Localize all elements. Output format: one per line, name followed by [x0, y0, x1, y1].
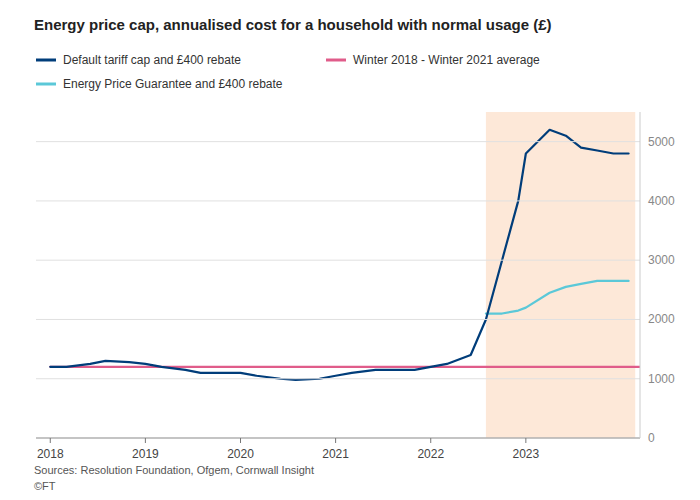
series-line — [486, 281, 629, 314]
legend: Default tariff cap and £400 rebate Winter… — [36, 53, 540, 91]
x-tick — [335, 438, 336, 443]
grid-line — [36, 378, 640, 379]
x-tick-label: 2023 — [513, 447, 540, 461]
y-tick-label: 0 — [648, 431, 655, 445]
chart: Energy price cap, annualised cost for a … — [0, 0, 700, 500]
x-tick — [145, 438, 146, 443]
series-line — [50, 130, 628, 380]
x-tick — [430, 438, 431, 443]
annotation: Sources: Resolution Foundation, Ofgem, C… — [34, 464, 314, 476]
legend-label: Energy Price Guarantee and £400 rebate — [63, 77, 283, 91]
legend-label: Default tariff cap and £400 rebate — [63, 53, 241, 67]
x-tick-label: 2022 — [417, 447, 444, 461]
legend-label: Winter 2018 - Winter 2021 average — [353, 53, 540, 67]
legend-swatch — [36, 59, 56, 62]
x-tick-label: 2021 — [322, 447, 349, 461]
legend-swatch — [326, 59, 346, 62]
y-tick-label: 5000 — [648, 135, 675, 149]
legend-swatch — [36, 83, 56, 86]
title: Energy price cap, annualised cost for a … — [34, 16, 552, 33]
x-axis-line — [36, 438, 640, 439]
y-tick-label: 4000 — [648, 194, 675, 208]
y-tick-label: 2000 — [648, 312, 675, 326]
y-tick-label: 1000 — [648, 372, 675, 386]
y-axis-line — [640, 112, 641, 438]
series-line — [50, 366, 640, 368]
grid-line — [36, 200, 640, 201]
x-tick-label: 2020 — [227, 447, 254, 461]
y-tick-label: 3000 — [648, 253, 675, 267]
grid-line — [36, 141, 640, 142]
x-tick-label: 2019 — [132, 447, 159, 461]
x-tick — [240, 438, 241, 443]
x-tick — [525, 438, 526, 443]
annotation: ©FT — [34, 480, 56, 492]
grid-line — [36, 260, 640, 261]
x-tick-label: 2018 — [37, 447, 64, 461]
grid-line — [36, 438, 640, 439]
x-tick — [50, 438, 51, 443]
grid-line — [36, 319, 640, 320]
plot-area — [50, 112, 640, 438]
shaded-region — [486, 112, 635, 438]
